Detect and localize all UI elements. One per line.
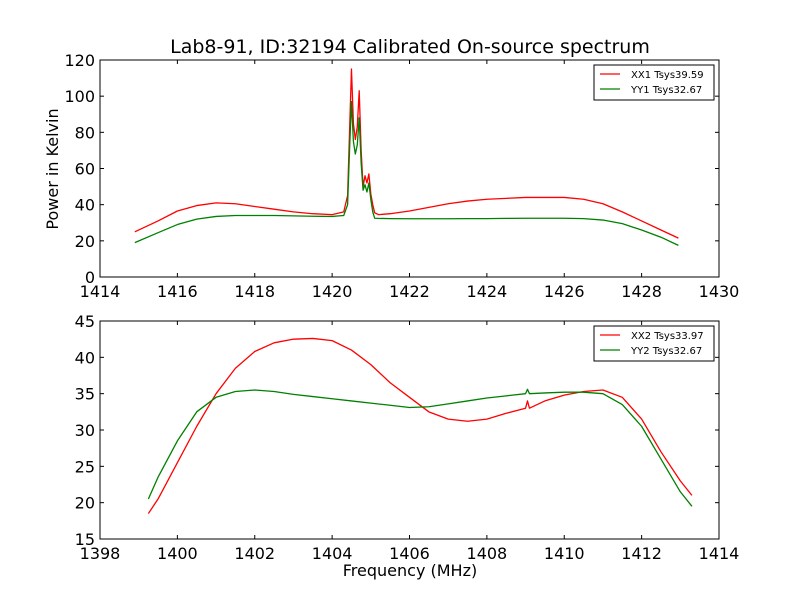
top-x-tick-label: 1414 xyxy=(80,282,121,301)
top-legend-label-1: XX1 Tsys39.59 xyxy=(631,70,704,81)
top-y-tick-label: 100 xyxy=(64,87,95,106)
bottom-x-tick-label: 1398 xyxy=(80,544,121,563)
bottom-x-tick-label: 1408 xyxy=(467,544,508,563)
bottom-y-tick-label: 30 xyxy=(75,421,95,440)
top-series-line-2 xyxy=(134,100,679,246)
top-x-tick-label: 1422 xyxy=(389,282,430,301)
bottom-legend-label-1: XX2 Tsys33.97 xyxy=(631,331,704,342)
bottom-legend-label-2: YY2 Tsys32.67 xyxy=(630,346,702,357)
bottom-y-tick-label: 15 xyxy=(75,530,95,549)
top-y-tick-label: 80 xyxy=(75,123,95,142)
bottom-y-tick-label: 25 xyxy=(75,457,95,476)
bottom-legend-box xyxy=(593,325,715,362)
bottom-x-tick-label: 1412 xyxy=(621,544,662,563)
bottom-series-line-2 xyxy=(147,388,693,507)
bottom-series-line-1 xyxy=(147,337,693,514)
top-x-tick-label: 1424 xyxy=(467,282,508,301)
bottom-plot: 1398 1400 1402 1404 1406 1408 1410 1412 1414 15 20… xyxy=(75,312,740,563)
top-x-tick-label: 1418 xyxy=(234,282,275,301)
top-y-tick-label: 0 xyxy=(85,268,95,287)
top-x-tick-label: 1426 xyxy=(544,282,585,301)
top-series-line-1 xyxy=(134,68,679,239)
chart-title: Lab8-91, ID:32194 Calibrated On-source s… xyxy=(170,36,650,58)
top-y-tick-label: 20 xyxy=(75,232,95,251)
bottom-legend: XX2 Tsys33.97 YY2 Tsys32.67 xyxy=(593,325,715,362)
top-plot-frame xyxy=(99,59,720,278)
top-x-tick-label: 1420 xyxy=(312,282,353,301)
bottom-y-tick-label: 35 xyxy=(75,385,95,404)
bottom-y-tick-label: 40 xyxy=(75,348,95,367)
bottom-x-axis-label: Frequency (MHz) xyxy=(343,561,477,580)
bottom-plot-frame xyxy=(99,320,720,540)
top-y-tick-label: 60 xyxy=(75,160,95,179)
bottom-x-tick-label: 1414 xyxy=(699,544,740,563)
top-legend: XX1 Tsys39.59 YY1 Tsys32.67 xyxy=(593,64,715,101)
bottom-y-tick-label: 45 xyxy=(75,312,95,331)
bottom-x-tick-label: 1410 xyxy=(544,544,585,563)
top-x-tick-label: 1428 xyxy=(621,282,662,301)
top-y-tick-label: 120 xyxy=(64,51,95,70)
bottom-x-tick-label: 1406 xyxy=(389,544,430,563)
top-plot: 1414 1416 1418 1420 1422 1424 1426 1428 1430 0 20 4… xyxy=(64,51,739,301)
top-x-tick-label: 1416 xyxy=(157,282,198,301)
top-legend-label-2: YY1 Tsys32.67 xyxy=(630,85,702,96)
top-legend-box xyxy=(593,64,715,101)
top-y-tick-label: 40 xyxy=(75,196,95,215)
bottom-x-tick-label: 1402 xyxy=(234,544,275,563)
bottom-x-tick-label: 1400 xyxy=(157,544,198,563)
bottom-y-tick-label: 20 xyxy=(75,494,95,513)
bottom-x-tick-label: 1404 xyxy=(312,544,353,563)
top-y-axis-label: Power in Kelvin xyxy=(43,108,62,229)
top-x-tick-label: 1430 xyxy=(699,282,740,301)
